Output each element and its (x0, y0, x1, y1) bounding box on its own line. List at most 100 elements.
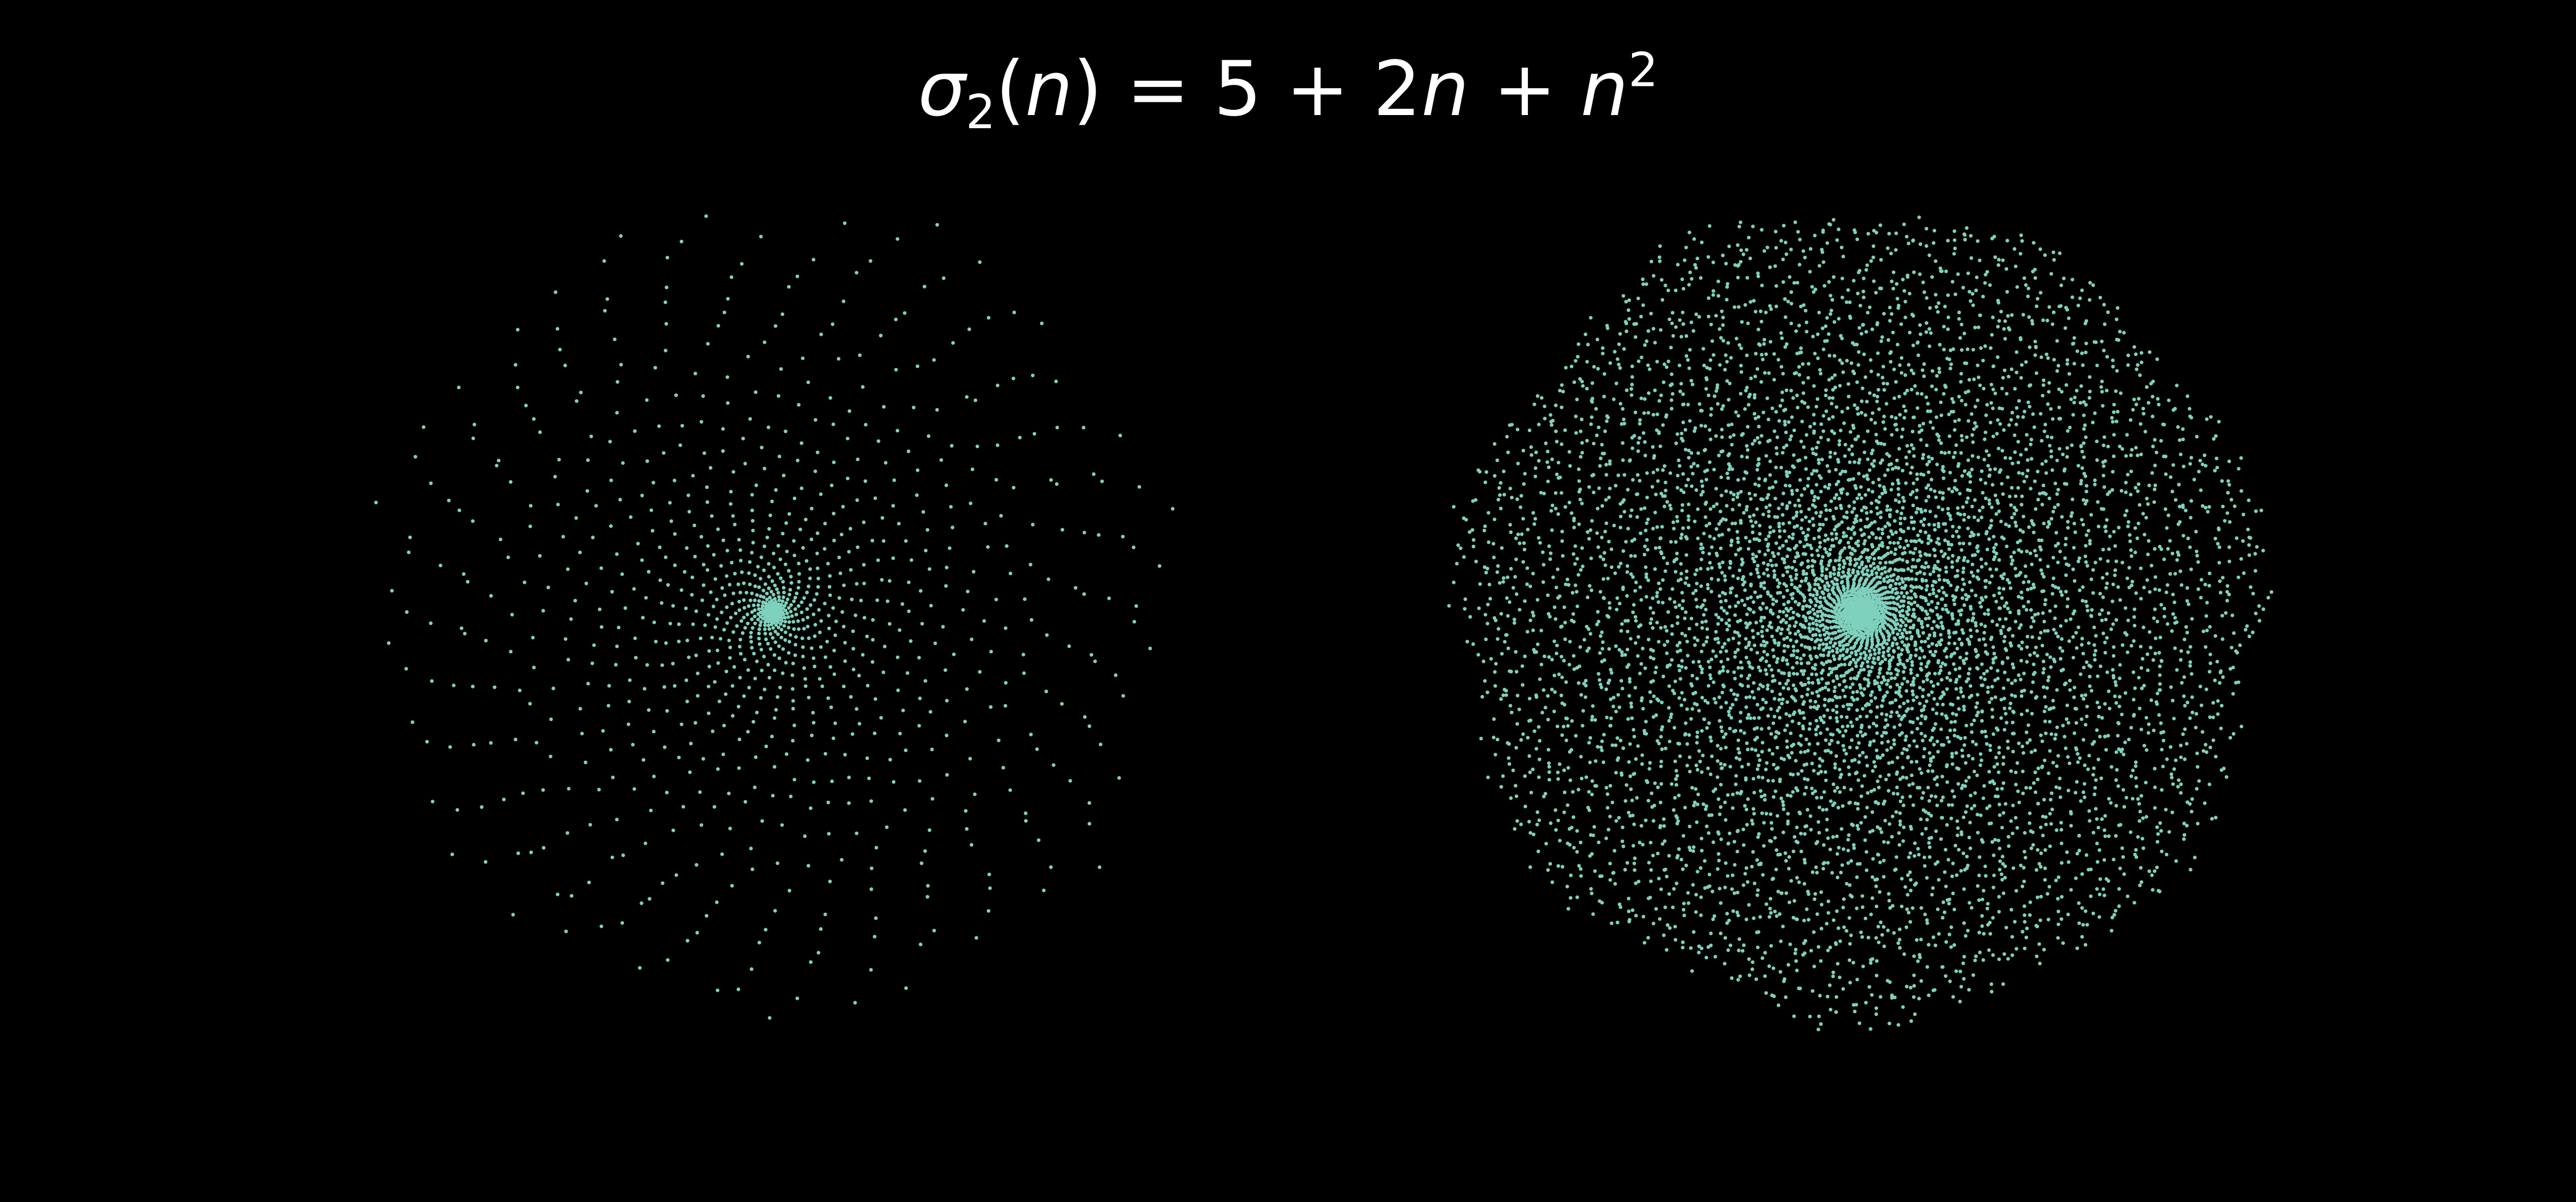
scatter-point (1932, 619, 1936, 624)
scatter-point (1822, 596, 1826, 600)
scatter-point (1967, 470, 1971, 475)
scatter-point (841, 685, 846, 689)
scatter-point (1878, 774, 1882, 778)
scatter-point (1905, 658, 1910, 663)
scatter-point (1687, 627, 1692, 631)
scatter-point (1815, 627, 1819, 631)
scatter-point (601, 729, 605, 733)
scatter-point (730, 560, 734, 565)
scatter-point (1939, 441, 1943, 445)
scatter-point (1700, 729, 1704, 733)
scatter-point (2012, 512, 2017, 516)
scatter-point (1667, 684, 1672, 688)
scatter-point (1732, 692, 1736, 696)
scatter-point (2073, 530, 2077, 534)
scatter-point (1728, 591, 1733, 595)
scatter-point (628, 678, 632, 682)
scatter-point (1898, 516, 1903, 520)
scatter-point (1915, 472, 1919, 476)
scatter-point (1794, 513, 1799, 518)
scatter-point (644, 596, 648, 600)
scatter-point (599, 924, 603, 928)
scatter-point (1942, 591, 1946, 595)
scatter-point (1870, 640, 1874, 644)
scatter-point (1817, 646, 1821, 650)
scatter-point (1996, 501, 2000, 505)
scatter-point (757, 642, 762, 646)
scatter-point (1816, 553, 1820, 557)
scatter-point (1730, 467, 1735, 471)
scatter-point (1944, 566, 1948, 570)
scatter-point (995, 443, 999, 447)
scatter-point (1941, 491, 1945, 495)
scatter-point (754, 483, 758, 487)
scatter-point (1976, 544, 1980, 548)
scatter-point (2060, 637, 2064, 641)
scatter-point (1967, 695, 1971, 699)
scatter-point (1933, 528, 1937, 532)
scatter-point (1970, 454, 1974, 458)
scatter-point (1745, 596, 1749, 600)
scatter-point (1891, 573, 1896, 577)
scatter-point (2009, 503, 2013, 507)
scatter-point (1910, 706, 1914, 711)
scatter-point (1818, 514, 1822, 518)
scatter-point (921, 510, 926, 514)
scatter-point (1765, 761, 1769, 765)
scatter-point (1909, 626, 1913, 630)
scatter-point (1959, 608, 1963, 612)
scatter-point (1895, 509, 1899, 513)
scatter-point (499, 537, 503, 541)
scatter-point (2001, 624, 2005, 629)
scatter-point (1121, 694, 1125, 698)
scatter-point (1866, 477, 1870, 481)
scatter-point (1767, 509, 1771, 513)
scatter-point (1777, 681, 1782, 686)
scatter-point (1796, 458, 1800, 463)
scatter-point (1887, 662, 1892, 666)
scatter-point (1726, 710, 1731, 714)
scatter-point (1731, 636, 1736, 640)
scatter-point (1894, 582, 1898, 586)
scatter-point (1906, 699, 1910, 703)
scatter-point (1798, 540, 1802, 544)
scatter-point (1819, 511, 1823, 515)
scatter-point (1761, 685, 1765, 689)
scatter-point (563, 637, 568, 641)
scatter-point (1878, 667, 1882, 672)
scatter-point (1891, 792, 1895, 796)
scatter-point (657, 424, 661, 428)
scatter-point (2084, 560, 2088, 564)
scatter-point (1984, 496, 1988, 500)
scatter-point (1848, 430, 1852, 434)
scatter-point (1819, 638, 1823, 642)
scatter-point (1895, 642, 1899, 646)
scatter-point (1853, 548, 1857, 553)
scatter-point (460, 626, 464, 630)
scatter-point (621, 853, 625, 857)
scatter-point (1830, 670, 1834, 674)
scatter-point (1862, 532, 1866, 536)
scatter-point (1733, 655, 1737, 659)
scatter-point (731, 630, 736, 634)
scatter-point (1766, 548, 1770, 552)
scatter-point (1788, 437, 1792, 442)
scatter-point (1716, 622, 1720, 626)
scatter-point (1702, 531, 1706, 536)
scatter-point (755, 593, 759, 597)
scatter-point (1744, 705, 1748, 709)
scatter-point (870, 539, 875, 543)
scatter-point (2026, 723, 2030, 727)
scatter-point (1939, 798, 1943, 803)
scatter-point (789, 575, 793, 579)
scatter-point (1722, 608, 1726, 613)
scatter-point (1881, 646, 1885, 650)
scatter-point (1880, 712, 1884, 716)
scatter-point (1769, 608, 1773, 612)
scatter-point (1755, 702, 1760, 707)
scatter-point (1935, 775, 1939, 779)
scatter-point (812, 656, 816, 661)
scatter-point (1961, 784, 1965, 788)
scatter-point (1990, 574, 1994, 578)
scatter-point (1834, 694, 1838, 699)
